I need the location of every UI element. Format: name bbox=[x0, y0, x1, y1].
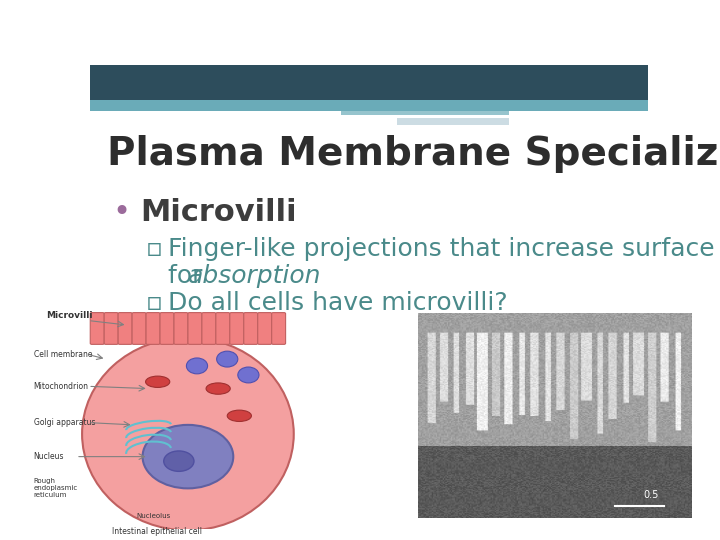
Text: ▫: ▫ bbox=[145, 238, 163, 261]
Text: ▫: ▫ bbox=[145, 292, 163, 315]
Circle shape bbox=[217, 351, 238, 367]
Text: Cell membrane: Cell membrane bbox=[34, 350, 92, 359]
Ellipse shape bbox=[228, 410, 251, 422]
FancyBboxPatch shape bbox=[258, 313, 271, 345]
Ellipse shape bbox=[145, 376, 170, 388]
Circle shape bbox=[238, 367, 259, 383]
FancyBboxPatch shape bbox=[132, 313, 146, 345]
FancyBboxPatch shape bbox=[202, 313, 216, 345]
FancyBboxPatch shape bbox=[90, 313, 104, 345]
Text: for: for bbox=[168, 264, 211, 288]
FancyBboxPatch shape bbox=[90, 100, 648, 111]
Text: Microvilli: Microvilli bbox=[140, 198, 297, 227]
FancyBboxPatch shape bbox=[244, 313, 258, 345]
FancyBboxPatch shape bbox=[160, 313, 174, 345]
FancyBboxPatch shape bbox=[90, 65, 648, 100]
Text: Nucleolus: Nucleolus bbox=[137, 513, 171, 519]
Text: Do all cells have microvilli?: Do all cells have microvilli? bbox=[168, 292, 508, 315]
FancyBboxPatch shape bbox=[230, 313, 244, 345]
Circle shape bbox=[186, 358, 207, 374]
FancyBboxPatch shape bbox=[271, 313, 286, 345]
Text: Rough
endoplasmic
reticulum: Rough endoplasmic reticulum bbox=[34, 478, 78, 498]
FancyBboxPatch shape bbox=[397, 118, 508, 125]
FancyBboxPatch shape bbox=[104, 313, 118, 345]
FancyBboxPatch shape bbox=[146, 313, 160, 345]
Text: Plasma Membrane Specializations: Plasma Membrane Specializations bbox=[107, 136, 720, 173]
Text: Microvilli: Microvilli bbox=[46, 311, 92, 320]
FancyBboxPatch shape bbox=[216, 313, 230, 345]
Ellipse shape bbox=[206, 383, 230, 394]
Ellipse shape bbox=[82, 338, 294, 530]
Text: Golgi apparatus: Golgi apparatus bbox=[34, 418, 95, 427]
Text: Intestinal epithelial cell: Intestinal epithelial cell bbox=[112, 526, 202, 536]
FancyBboxPatch shape bbox=[341, 104, 508, 114]
Text: 0.5: 0.5 bbox=[643, 490, 658, 500]
Ellipse shape bbox=[163, 451, 194, 471]
Text: •: • bbox=[112, 198, 130, 227]
FancyBboxPatch shape bbox=[188, 313, 202, 345]
Text: Nucleus: Nucleus bbox=[34, 452, 64, 461]
Text: Finger-like projections that increase surface area: Finger-like projections that increase su… bbox=[168, 238, 720, 261]
FancyBboxPatch shape bbox=[174, 313, 188, 345]
FancyBboxPatch shape bbox=[118, 313, 132, 345]
Text: absorption: absorption bbox=[188, 264, 321, 288]
Ellipse shape bbox=[143, 425, 233, 488]
Text: Mitochondrion: Mitochondrion bbox=[34, 382, 89, 390]
